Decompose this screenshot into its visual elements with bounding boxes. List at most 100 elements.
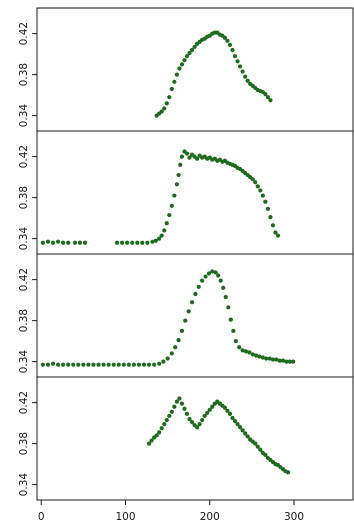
scatter-point bbox=[258, 188, 263, 193]
scatter-point bbox=[232, 418, 238, 424]
scatter-point bbox=[222, 35, 228, 40]
scatter-point bbox=[55, 239, 61, 244]
scatter-point bbox=[291, 359, 296, 364]
scatter-points bbox=[154, 30, 273, 118]
scatter-point bbox=[250, 177, 255, 182]
scatter-point bbox=[165, 356, 170, 361]
scatter-point bbox=[172, 193, 177, 198]
scatter-point bbox=[260, 355, 265, 360]
scatter-point bbox=[114, 240, 120, 245]
scatter-point bbox=[189, 300, 195, 305]
scatter-point bbox=[263, 92, 268, 97]
scatter-point bbox=[183, 318, 188, 323]
panel-frame bbox=[36, 376, 354, 501]
scatter-point bbox=[264, 356, 269, 361]
scatter-point bbox=[179, 328, 185, 333]
scatter-point bbox=[265, 206, 270, 211]
scatter-point bbox=[45, 239, 51, 244]
scatter-point bbox=[161, 359, 166, 364]
scatter-point bbox=[157, 430, 162, 435]
scatter-point bbox=[82, 240, 88, 245]
scatter-point bbox=[253, 441, 258, 446]
panel-3: 0.34 0.38 0.42 bbox=[18, 253, 354, 378]
scatter-point bbox=[223, 294, 228, 300]
scatter-point bbox=[227, 42, 233, 48]
scatter-point bbox=[182, 58, 187, 63]
scatter-point bbox=[177, 66, 182, 71]
scatter-point bbox=[273, 230, 278, 235]
scatter-points bbox=[146, 396, 291, 475]
scatter-point bbox=[200, 417, 205, 423]
y-tick-label: 0.42 bbox=[18, 391, 30, 414]
scatter-point bbox=[164, 417, 169, 423]
y-axis: 0.34 0.38 0.42 bbox=[18, 268, 37, 373]
scatter-point bbox=[235, 59, 240, 64]
scatter-point bbox=[130, 240, 135, 245]
scatter-point bbox=[136, 362, 142, 367]
scatter-point bbox=[184, 151, 190, 156]
scatter-point bbox=[187, 155, 192, 160]
scatter-point bbox=[280, 358, 286, 363]
scatter-point bbox=[258, 447, 263, 452]
y-tick-label: 0.38 bbox=[18, 63, 30, 86]
panels-layer: 0.340.380.420.340.380.420.340.380.420.34… bbox=[18, 7, 354, 501]
scatter-point bbox=[192, 44, 197, 50]
scatter-point bbox=[101, 362, 106, 367]
scatter-point bbox=[169, 351, 174, 356]
scatter-point bbox=[164, 101, 169, 106]
scatter-point bbox=[169, 203, 174, 208]
scatter-point bbox=[157, 236, 162, 241]
scatter-point bbox=[267, 356, 272, 361]
y-tick-label: 0.38 bbox=[18, 186, 30, 209]
scatter-points bbox=[40, 149, 281, 245]
scatter-point bbox=[231, 328, 236, 333]
y-axis: 0.34 0.38 0.42 bbox=[18, 22, 37, 127]
scatter-point bbox=[40, 362, 46, 367]
scatter-point bbox=[260, 193, 265, 198]
x-tick-label: 200 bbox=[200, 511, 220, 523]
scatter-point bbox=[257, 354, 262, 359]
scatter-point bbox=[216, 273, 221, 278]
scatter-point bbox=[50, 240, 56, 245]
scatter-point bbox=[270, 357, 276, 362]
scatter-point bbox=[207, 407, 212, 412]
scatter-point bbox=[176, 338, 181, 343]
scatter-point bbox=[172, 79, 177, 84]
scatter-point bbox=[187, 416, 192, 422]
panel-frame bbox=[36, 130, 354, 255]
scatter-point bbox=[240, 428, 245, 433]
scatter-point bbox=[245, 434, 250, 439]
scatter-point bbox=[195, 156, 200, 161]
scatter-point bbox=[106, 362, 111, 367]
scatter-points bbox=[40, 269, 296, 367]
scatter-point bbox=[173, 345, 178, 350]
y-tick-label: 0.38 bbox=[18, 309, 30, 332]
scatter-point bbox=[206, 271, 211, 276]
scatter-point bbox=[286, 470, 291, 475]
scatter-point bbox=[146, 441, 152, 446]
scatter-point bbox=[205, 410, 210, 415]
scatter-point bbox=[235, 422, 240, 427]
scatter-point bbox=[240, 69, 245, 74]
y-tick-label: 0.34 bbox=[18, 350, 30, 374]
scatter-point bbox=[150, 239, 155, 244]
scatter-point bbox=[270, 223, 276, 228]
y-tick-label: 0.34 bbox=[18, 104, 30, 128]
scatter-point bbox=[203, 274, 208, 279]
scatter-point bbox=[233, 339, 238, 344]
y-axis: 0.34 0.38 0.42 bbox=[18, 145, 37, 250]
scatter-point bbox=[140, 240, 145, 245]
x-tick-label: 300 bbox=[284, 511, 304, 523]
scatter-point bbox=[179, 62, 185, 67]
scatter-point bbox=[225, 38, 230, 43]
scatter-point bbox=[120, 240, 125, 245]
scatter-point bbox=[174, 399, 179, 404]
panel-1: 0.34 0.38 0.42 bbox=[18, 7, 354, 132]
panel-4: 0.34 0.38 0.42 bbox=[18, 376, 354, 501]
scatter-point bbox=[154, 433, 159, 438]
scatter-point bbox=[152, 362, 157, 367]
scatter-point bbox=[275, 233, 281, 238]
scatter-point bbox=[227, 411, 233, 416]
scatter-point bbox=[230, 47, 235, 53]
scatter-point bbox=[71, 362, 76, 367]
